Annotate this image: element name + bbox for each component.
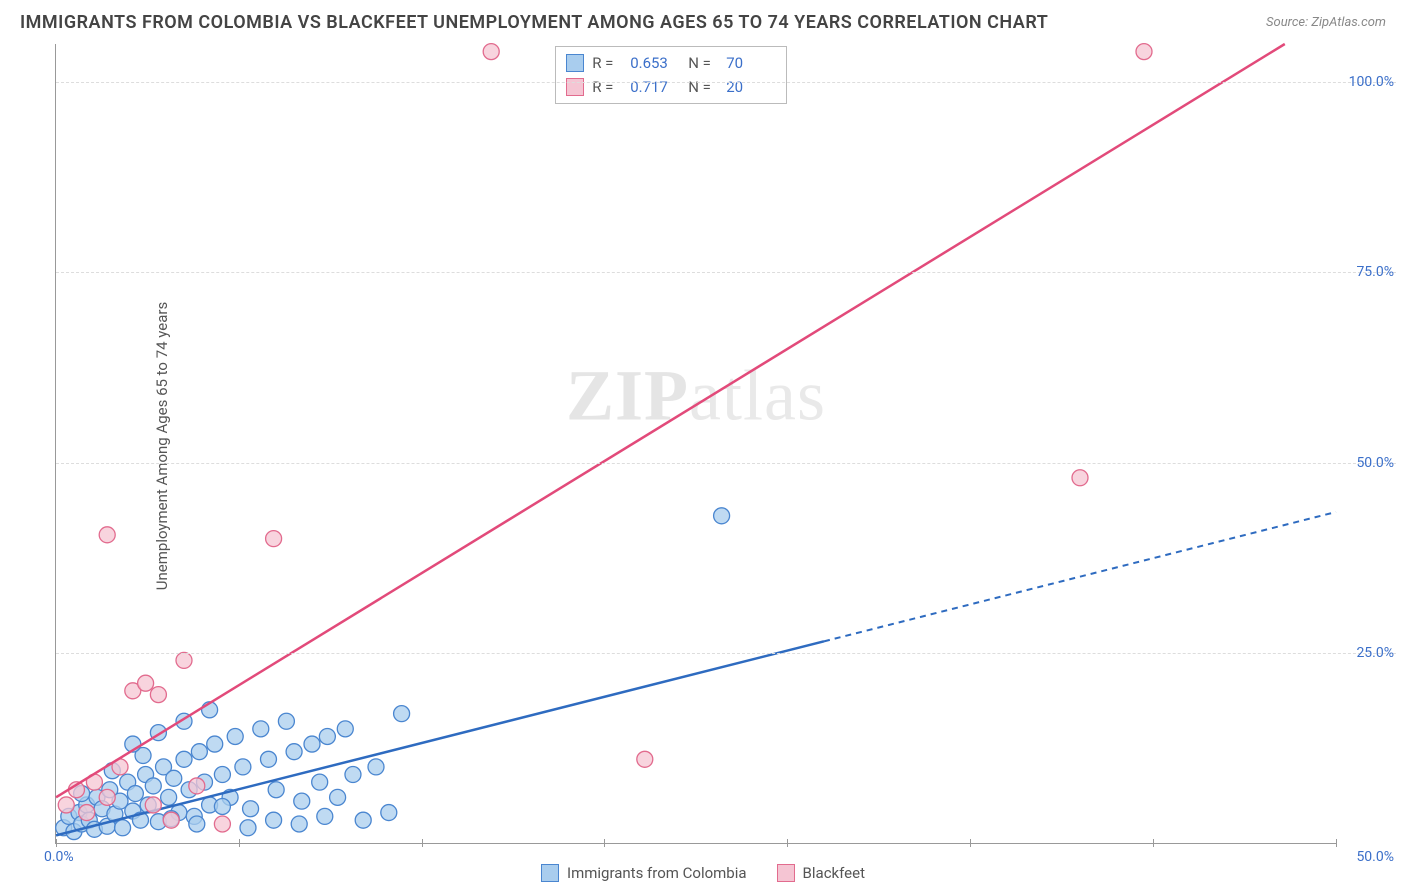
series-legend-label: Immigrants from Colombia xyxy=(567,864,747,882)
x-axis-min-label: 0.0% xyxy=(44,849,74,865)
y-tick-label: 75.0% xyxy=(1356,264,1394,280)
n-label: N = xyxy=(688,75,718,99)
series-legend-label: Blackfeet xyxy=(803,864,865,882)
y-tick-label: 25.0% xyxy=(1356,645,1394,661)
n-value: 70 xyxy=(726,51,776,75)
series-legend-item: Immigrants from Colombia xyxy=(541,864,747,882)
legend-swatch xyxy=(566,54,584,72)
legend-swatch xyxy=(566,78,584,96)
legend-swatch xyxy=(777,864,795,882)
chart-title: IMMIGRANTS FROM COLOMBIA VS BLACKFEET UN… xyxy=(20,12,1048,33)
series-legend: Immigrants from Colombia Blackfeet xyxy=(541,864,865,882)
chart-header: IMMIGRANTS FROM COLOMBIA VS BLACKFEET UN… xyxy=(0,0,1406,41)
stats-legend-row: R = 0.717 N = 20 xyxy=(566,75,776,99)
r-label: R = xyxy=(592,75,622,99)
n-value: 20 xyxy=(726,75,776,99)
r-value: 0.653 xyxy=(630,51,680,75)
y-tick-label: 50.0% xyxy=(1356,455,1394,471)
source-attribution: Source: ZipAtlas.com xyxy=(1266,15,1386,30)
y-tick-label: 100.0% xyxy=(1349,74,1394,90)
series-legend-item: Blackfeet xyxy=(777,864,865,882)
scatter-svg xyxy=(56,44,1336,843)
r-label: R = xyxy=(592,51,622,75)
stats-legend-row: R = 0.653 N = 70 xyxy=(566,51,776,75)
r-value: 0.717 xyxy=(630,75,680,99)
stats-legend: R = 0.653 N = 70 R = 0.717 N = 20 xyxy=(555,46,787,104)
legend-swatch xyxy=(541,864,559,882)
plot-area: ZIPatlas R =0.653N =70R =0.717N =20 0.0%… xyxy=(55,44,1336,844)
x-axis-max-label: 50.0% xyxy=(1356,849,1394,865)
n-label: N = xyxy=(688,51,718,75)
